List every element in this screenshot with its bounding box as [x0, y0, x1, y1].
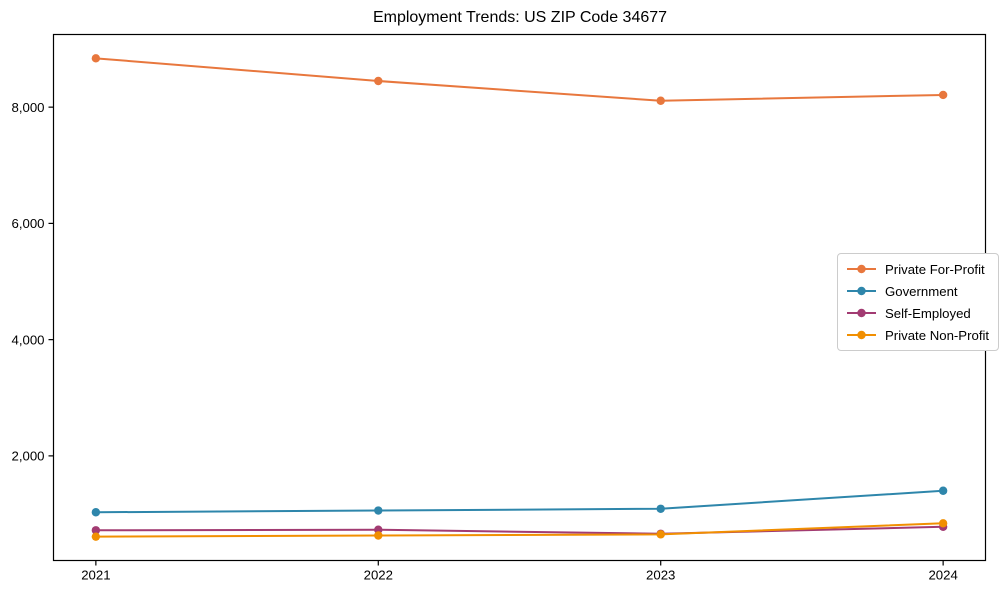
legend-marker-icon	[857, 330, 866, 340]
legend-line-sample-private-non-profit	[847, 330, 876, 340]
series-marker-government	[374, 506, 383, 515]
legend-item-government: Government	[846, 280, 989, 302]
series-marker-private-non-profit	[91, 532, 101, 541]
series-marker-self-employed	[91, 526, 101, 535]
series-marker-private-non-profit	[656, 530, 665, 539]
series-marker-self-employed	[374, 525, 383, 534]
series-line-private-non-profit	[95, 522, 944, 538]
legend-line-sample-government	[847, 286, 876, 296]
x-tick-label: 2023	[646, 568, 675, 583]
y-tick-label: 2,000	[11, 449, 44, 464]
chart-title: Employment Trends: US ZIP Code 34677	[372, 9, 668, 26]
x-tick-label: 2021	[81, 568, 110, 583]
legend-line-sample-private-for-profit	[847, 264, 876, 274]
series-marker-private-non-profit	[374, 531, 383, 540]
legend-marker-icon	[857, 286, 866, 296]
series-marker-government	[938, 486, 948, 495]
y-tick-label: 8,000	[11, 100, 44, 115]
series-line-private-for-profit	[95, 57, 944, 102]
series-marker-private-for-profit	[656, 96, 665, 105]
legend-item-private-non-profit: Private Non-Profit	[846, 324, 989, 346]
series-marker-private-non-profit	[938, 519, 948, 528]
legend-label-private-for-profit: Private For-Profit	[885, 261, 985, 277]
legend-marker-icon	[857, 264, 866, 274]
series-line-self-employed	[95, 525, 944, 535]
legend-marker-icon	[857, 308, 866, 318]
y-tick-label: 6,000	[11, 216, 44, 231]
series-marker-private-for-profit	[938, 90, 948, 100]
x-tick-label: 2022	[364, 568, 393, 583]
series-marker-private-for-profit	[91, 54, 101, 63]
series-marker-government	[656, 504, 665, 513]
legend: Private For-Profit Government Self-Employe…	[837, 253, 1000, 351]
legend-label-government: Government	[885, 283, 958, 299]
legend-item-self-employed: Self-Employed	[846, 302, 989, 324]
series-line-government	[95, 489, 944, 514]
series-marker-private-for-profit	[374, 76, 383, 86]
legend-line-sample-self-employed	[847, 308, 876, 318]
legend-label-private-non-profit: Private Non-Profit	[885, 327, 990, 343]
y-tick-label: 4,000	[11, 332, 44, 347]
x-tick-label: 2024	[928, 568, 957, 583]
series-marker-government	[91, 508, 101, 517]
legend-item-private-for-profit: Private For-Profit	[846, 258, 989, 280]
legend-label-self-employed: Self-Employed	[885, 305, 971, 321]
